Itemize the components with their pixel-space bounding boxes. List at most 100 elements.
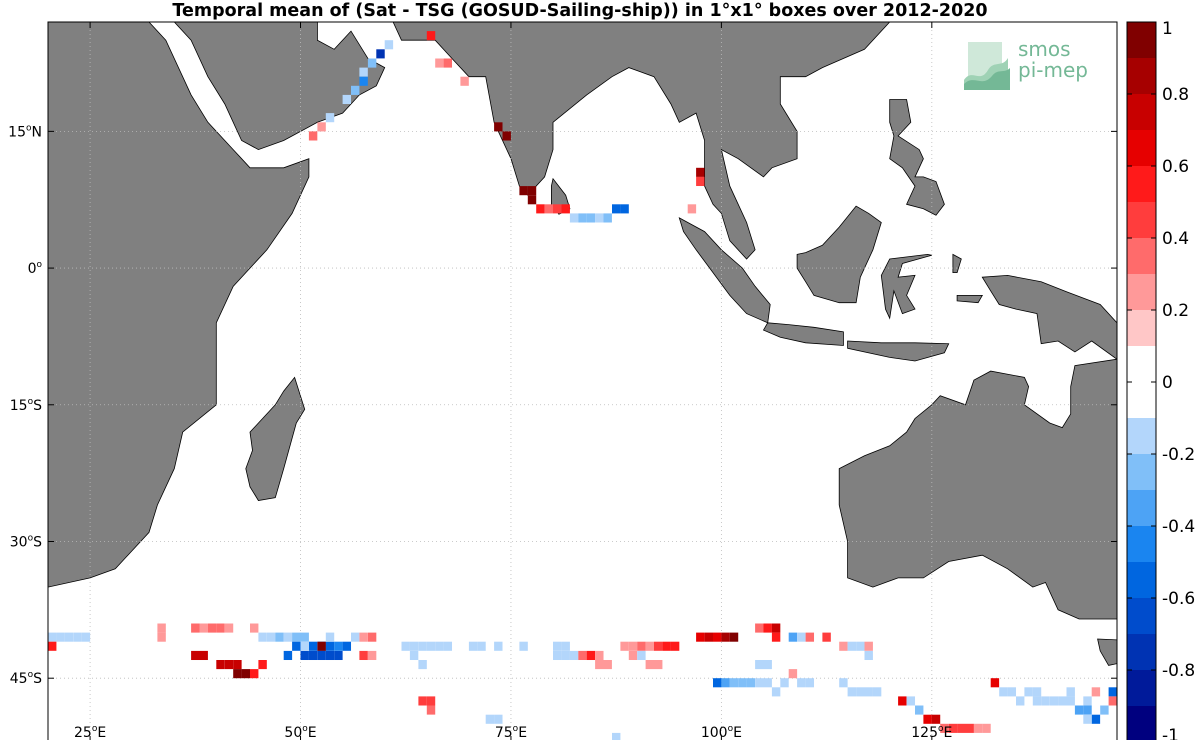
data-cell (864, 650, 873, 661)
data-cell (81, 632, 91, 642)
colorbar: 1 0.8 0.6 0.4 0.2 0 -0.2 -0.4 -0.6 -0.8 -1 (1126, 19, 1195, 740)
data-cell (940, 723, 949, 733)
data-cell (957, 723, 966, 733)
data-cell (1108, 696, 1117, 706)
colorbar-segment (1127, 22, 1156, 58)
data-cell (637, 641, 646, 651)
land-halmahera-seram (952, 253, 962, 274)
data-cell (207, 623, 217, 633)
data-cell (561, 641, 570, 651)
data-cell (586, 650, 596, 661)
data-cell (325, 632, 335, 642)
data-cell (973, 723, 983, 733)
data-cell (1066, 696, 1075, 706)
logo-text-pimep: pi-mep (1018, 58, 1088, 82)
colorbar-segment (1127, 166, 1156, 202)
colorbar-tick-label: -1 (1162, 726, 1179, 740)
lat-tick-label: 15oS (10, 397, 42, 414)
data-cell (595, 660, 604, 670)
colorbar-tick-label: 0 (1162, 373, 1173, 393)
data-cell (308, 131, 318, 141)
data-cell (317, 641, 326, 651)
data-cell (839, 678, 848, 688)
data-cell (359, 76, 368, 86)
data-cell (199, 623, 208, 633)
data-cell (292, 641, 301, 651)
data-cell (569, 650, 579, 661)
colorbar-segment (1127, 274, 1156, 310)
data-cell (1108, 687, 1117, 697)
data-cell (805, 632, 815, 642)
logo-text-smos: smos (1018, 37, 1071, 61)
data-cell (1100, 705, 1109, 715)
data-cell (662, 641, 671, 651)
data-cell (199, 650, 208, 661)
data-cell (1066, 687, 1075, 697)
data-cell (443, 58, 453, 68)
data-cell (1083, 705, 1092, 715)
data-cell (502, 131, 511, 141)
data-cell (704, 632, 714, 642)
colorbar-segment (1127, 634, 1156, 670)
data-cell (191, 650, 200, 661)
lon-tick-label: 50oE (284, 724, 316, 740)
logo-waves-icon (964, 42, 1010, 90)
lon-tick-label: 100oE (701, 724, 742, 740)
data-cell (982, 723, 991, 733)
data-cell (771, 623, 781, 633)
map-frame (47, 21, 1118, 740)
colorbar-segment (1127, 526, 1156, 562)
data-cell (317, 122, 326, 132)
data-cell (325, 650, 335, 661)
colorbar-segment (1127, 202, 1156, 238)
data-cell (1016, 696, 1025, 706)
data-cell (426, 696, 436, 706)
data-cell (847, 687, 857, 697)
colorbar-segment (1127, 670, 1156, 706)
data-cell (409, 650, 419, 661)
data-cell (771, 687, 781, 697)
data-cell (233, 669, 242, 679)
lon-tick-label: 125oE (911, 724, 952, 740)
data-cell (317, 650, 326, 661)
data-cell (788, 669, 798, 679)
data-cell (300, 641, 309, 651)
land-madagascar (245, 376, 306, 501)
land-africa (48, 22, 310, 588)
data-cell (847, 641, 857, 651)
data-cell (258, 660, 267, 670)
data-cell (780, 678, 789, 688)
data-cell (73, 632, 82, 642)
data-cell (275, 632, 284, 642)
data-cell (553, 204, 562, 214)
data-cell (477, 641, 486, 651)
data-cell (1024, 687, 1033, 697)
data-cell (283, 650, 293, 661)
data-cell (544, 204, 554, 214)
data-cell (763, 660, 772, 670)
data-cell (864, 641, 873, 651)
data-cell (738, 678, 747, 688)
data-cell (157, 632, 166, 642)
data-cell (1083, 714, 1092, 724)
data-cell (670, 641, 680, 651)
land-java (762, 322, 844, 346)
data-cell (746, 678, 756, 688)
colorbar-segment (1127, 490, 1156, 526)
data-cell (367, 650, 377, 661)
data-cell (578, 650, 587, 661)
data-cell (612, 204, 621, 214)
land-sumbawa-timor (847, 340, 950, 362)
data-cell (713, 632, 722, 642)
data-cell (561, 650, 570, 661)
land-philippines (889, 99, 945, 216)
lon-tick-label: 25oE (74, 724, 106, 740)
data-cell (906, 696, 916, 706)
colorbar-tick-label: 0.2 (1162, 301, 1189, 321)
data-cell (603, 660, 612, 670)
colorbar-tick-label: 0.8 (1162, 85, 1189, 105)
data-cell (553, 650, 562, 661)
data-cell (603, 213, 612, 223)
data-cell (468, 641, 478, 651)
colorbar-tick-label: 0.4 (1162, 229, 1189, 249)
